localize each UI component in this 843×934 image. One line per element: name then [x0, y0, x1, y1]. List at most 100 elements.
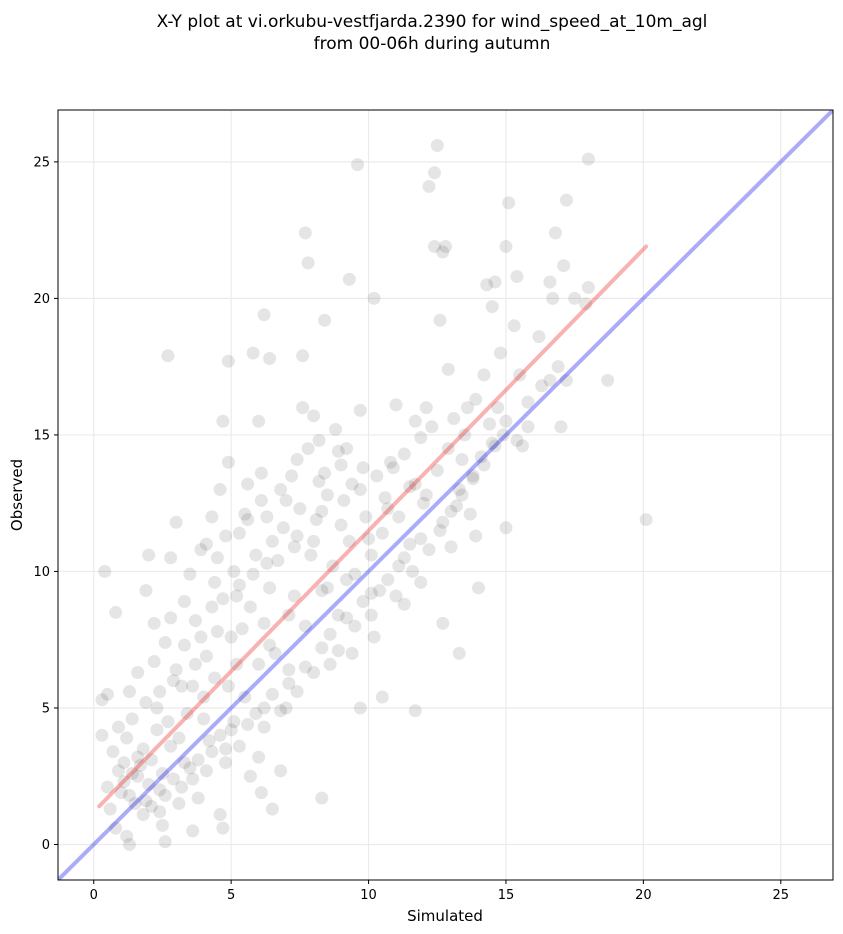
scatter-point: [268, 646, 282, 660]
scatter-point: [466, 469, 480, 483]
scatter-point: [455, 488, 469, 502]
scatter-point: [408, 477, 422, 491]
scatter-point: [199, 764, 213, 778]
scatter-point: [241, 477, 255, 491]
scatter-point: [186, 824, 200, 838]
scatter-point: [307, 409, 321, 423]
scatter-point: [351, 158, 365, 172]
scatter-point: [263, 581, 277, 595]
scatter-point: [103, 802, 117, 816]
x-tick-label: 10: [360, 888, 377, 903]
scatter-point: [323, 657, 337, 671]
scatter-point: [323, 627, 337, 641]
scatter-point: [172, 731, 186, 745]
scatter-point: [279, 493, 293, 507]
scatter-point: [205, 600, 219, 614]
plot-frame: [57, 109, 834, 881]
scatter-point: [422, 179, 436, 193]
scatter-point: [117, 775, 131, 789]
x-tick-label: 5: [227, 888, 235, 903]
scatter-point: [356, 594, 370, 608]
scatter-point: [639, 513, 653, 527]
scatter-point: [274, 483, 288, 497]
scatter-point: [139, 696, 153, 710]
scatter-point: [287, 589, 301, 603]
scatter-point: [232, 739, 246, 753]
scatter-point: [392, 559, 406, 573]
scatter-point: [183, 761, 197, 775]
scatter-point: [120, 829, 134, 843]
scatter-point: [243, 600, 257, 614]
scatter-point: [491, 401, 505, 415]
scatter-point: [444, 540, 458, 554]
scatter-point: [353, 701, 367, 715]
scatter-point: [219, 529, 233, 543]
scatter-point: [312, 433, 326, 447]
scatter-point: [164, 739, 178, 753]
scatter-point: [100, 780, 114, 794]
scatter-point: [535, 379, 549, 393]
scatter-point: [397, 597, 411, 611]
scatter-point: [485, 436, 499, 450]
scatter-point: [579, 297, 593, 311]
scatter-point: [117, 756, 131, 770]
scatter-point: [364, 608, 378, 622]
scatter-point: [581, 152, 595, 166]
scatter-point: [307, 665, 321, 679]
scatter-point: [477, 458, 491, 472]
scatter-point: [224, 630, 238, 644]
scatter-point: [158, 788, 172, 802]
scatter-point: [290, 529, 304, 543]
scatter-point: [177, 594, 191, 608]
scatter-point: [488, 275, 502, 289]
scatter-point: [309, 513, 323, 527]
scatter-point: [274, 764, 288, 778]
scatter-point: [216, 821, 230, 835]
scatter-point: [554, 420, 568, 434]
scatter-point: [285, 469, 299, 483]
scatter-point: [499, 521, 513, 535]
scatter-point: [241, 717, 255, 731]
scatter-point: [241, 513, 255, 527]
scatter-point: [397, 447, 411, 461]
scatter-point: [142, 548, 156, 562]
scatter-point: [265, 687, 279, 701]
scatter-point: [153, 805, 167, 819]
grid: [58, 110, 833, 880]
scatter-point: [460, 401, 474, 415]
scatter-point: [406, 564, 420, 578]
scatter-point: [122, 788, 136, 802]
scatter-point: [139, 584, 153, 598]
scatter-point: [340, 442, 354, 456]
scatter-point: [252, 657, 266, 671]
scatter-point: [213, 728, 227, 742]
scatter-point: [499, 414, 513, 428]
scatter-point: [199, 537, 213, 551]
scatter-point: [452, 646, 466, 660]
scatter-point: [581, 280, 595, 294]
y-tick-label: 15: [33, 428, 50, 443]
scatter-point: [367, 630, 381, 644]
scatter-point: [557, 259, 571, 273]
scatter-point: [172, 797, 186, 811]
scatter-point: [362, 532, 376, 546]
scatter-point: [290, 685, 304, 699]
scatter-point: [477, 368, 491, 382]
scatter-point: [331, 608, 345, 622]
scatter-point: [257, 616, 271, 630]
scatter-point: [265, 802, 279, 816]
scatter-point: [230, 589, 244, 603]
scatter-point: [208, 575, 222, 589]
scatter-point: [202, 734, 216, 748]
scatter-point: [499, 240, 513, 254]
scatter-point: [521, 395, 535, 409]
scatter-point: [419, 488, 433, 502]
scatter-point: [436, 616, 450, 630]
scatter-point: [219, 742, 233, 756]
x-tick-label: 15: [498, 888, 515, 903]
scatter-point: [521, 420, 535, 434]
scatter-point: [254, 786, 268, 800]
scatter-point: [139, 794, 153, 808]
regression-fit-line: [97, 244, 649, 809]
y-tick-label: 10: [33, 565, 50, 580]
